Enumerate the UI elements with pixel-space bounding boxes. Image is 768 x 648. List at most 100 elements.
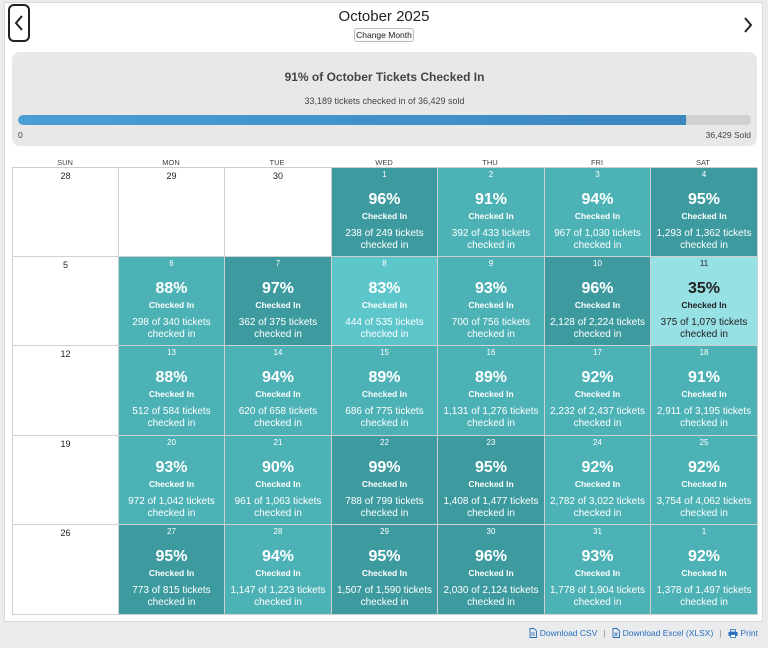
ticket-count: 444 of 535 tickets checked in (345, 317, 424, 340)
day-number: 31 (593, 527, 602, 536)
print-link[interactable]: Print (728, 628, 758, 638)
next-month-button[interactable] (740, 14, 756, 36)
weekday-header: SUN MON TUE WED THU FRI SAT (12, 158, 757, 168)
weekday-label: THU (482, 158, 498, 167)
day-cell[interactable]: 28 94% Checked In 1,147 of 1,223 tickets ch… (225, 525, 332, 615)
checked-in-label: Checked In (468, 479, 514, 489)
day-cell[interactable]: 6 88% Checked In 298 of 340 tickets checked… (119, 257, 225, 346)
checked-in-label: Checked In (148, 300, 195, 310)
day-number: 28 (60, 171, 71, 181)
weekday-label: MON (162, 158, 180, 167)
day-number: 23 (486, 438, 496, 447)
ticket-count: 1,293 of 1,362 tickets checked in (656, 228, 752, 251)
checkin-percentage: 95% (687, 191, 721, 208)
checkin-percentage: 83% (368, 280, 401, 297)
day-cell[interactable]: 4 95% Checked In 1,293 of 1,362 tickets che… (651, 168, 758, 257)
day-cell[interactable]: 30 96% Checked In 2,030 of 2,124 tickets ch… (438, 525, 545, 615)
day-cell[interactable]: 27 95% Checked In 773 of 815 tickets checke… (119, 525, 225, 615)
day-cell[interactable]: 13 88% Checked In 512 of 584 tickets checke… (119, 346, 225, 436)
day-number: 1 (701, 527, 707, 536)
ticket-count: 1,507 of 1,590 tickets checked in (336, 585, 433, 608)
checked-in-label: Checked In (574, 568, 621, 578)
day-cell[interactable]: 31 93% Checked In 1,778 of 1,904 tickets ch… (545, 525, 651, 615)
day-number: 7 (275, 259, 281, 268)
checkin-percentage: 99% (368, 459, 401, 476)
day-cell-empty: 26 (13, 525, 119, 615)
checked-in-label: Checked In (255, 389, 301, 399)
day-cell[interactable]: 20 93% Checked In 972 of 1,042 tickets chec… (119, 436, 225, 525)
ticket-count: 2,782 of 3,022 tickets checked in (549, 496, 646, 519)
day-number: 1 (382, 170, 387, 179)
checked-in-label: Checked In (468, 211, 514, 221)
checked-in-label: Checked In (574, 300, 621, 310)
day-cell[interactable]: 17 92% Checked In 2,232 of 2,437 tickets ch… (545, 346, 651, 436)
day-number: 14 (273, 348, 283, 357)
day-cell[interactable]: 8 83% Checked In 444 of 535 tickets checked… (332, 257, 438, 346)
day-cell[interactable]: 16 89% Checked In 1,131 of 1,276 tickets ch… (438, 346, 545, 436)
day-cell[interactable]: 1 96% Checked In 238 of 249 tickets checked… (332, 168, 438, 257)
day-cell[interactable]: 18 91% Checked In 2,911 of 3,195 tickets ch… (651, 346, 758, 436)
checkin-progress-bar (18, 115, 751, 125)
ticket-count: 1,408 of 1,477 tickets checked in (443, 496, 539, 519)
day-cell[interactable]: 29 95% Checked In 1,507 of 1,590 tickets ch… (332, 525, 438, 615)
day-cell[interactable]: 1 92% Checked In 1,378 of 1,497 tickets che… (651, 525, 758, 615)
checkin-percentage: 95% (474, 459, 508, 476)
checked-in-label: Checked In (468, 389, 514, 399)
checked-in-label: Checked In (255, 568, 301, 578)
checked-in-label: Checked In (468, 568, 514, 578)
day-cell[interactable]: 21 90% Checked In 961 of 1,063 tickets chec… (225, 436, 332, 525)
checked-in-label: Checked In (681, 479, 727, 489)
ticket-count: 392 of 433 tickets checked in (451, 228, 531, 251)
checked-in-label: Checked In (361, 300, 408, 310)
ticket-count: 967 of 1,030 tickets checked in (554, 228, 641, 251)
day-number: 2 (488, 170, 494, 179)
day-cell[interactable]: 2 91% Checked In 392 of 433 tickets checked… (438, 168, 545, 257)
day-cell[interactable]: 22 99% Checked In 788 of 799 tickets checke… (332, 436, 438, 525)
day-number: 12 (60, 349, 71, 359)
day-cell[interactable]: 9 93% Checked In 700 of 756 tickets checked… (438, 257, 545, 346)
day-cell[interactable]: 23 95% Checked In 1,408 of 1,477 tickets ch… (438, 436, 545, 525)
checkin-percentage: 88% (155, 369, 188, 386)
day-cell[interactable]: 15 89% Checked In 686 of 775 tickets checke… (332, 346, 438, 436)
day-cell[interactable]: 10 96% Checked In 2,128 of 2,224 tickets ch… (545, 257, 651, 346)
checked-in-label: Checked In (681, 211, 727, 221)
checkin-percentage: 96% (368, 191, 401, 208)
day-number: 9 (488, 259, 494, 268)
progress-max-label: 36,429 Sold (705, 130, 751, 140)
day-number: 30 (486, 527, 496, 536)
day-cell[interactable]: 24 92% Checked In 2,782 of 3,022 tickets ch… (545, 436, 651, 525)
ticket-count: 1,778 of 1,904 tickets checked in (549, 585, 646, 608)
ticket-count: 620 of 658 tickets checked in (238, 406, 318, 429)
day-cell[interactable]: 3 94% Checked In 967 of 1,030 tickets check… (545, 168, 651, 257)
summary-subtitle: 33,189 tickets checked in of 36,429 sold (304, 96, 465, 106)
checkin-percentage: 95% (368, 548, 401, 565)
ticket-count: 375 of 1,079 tickets checked in (660, 317, 748, 340)
previous-month-button[interactable] (8, 4, 30, 42)
day-cell[interactable]: 7 97% Checked In 362 of 375 tickets checked… (225, 257, 332, 346)
checkin-percentage: 92% (581, 459, 614, 476)
checkin-percentage: 94% (261, 369, 295, 386)
checkin-percentage: 91% (687, 369, 721, 386)
ticket-count: 1,131 of 1,276 tickets checked in (443, 406, 539, 429)
day-cell[interactable]: 11 35% Checked In 375 of 1,079 tickets chec… (651, 257, 758, 346)
download-csv-label: Download CSV (539, 628, 598, 638)
ticket-count: 1,378 of 1,497 tickets checked in (656, 585, 752, 608)
day-number: 11 (699, 259, 709, 268)
day-number: 27 (167, 527, 176, 536)
weekday-label: TUE (269, 158, 285, 167)
change-month-button[interactable]: Change Month (354, 28, 414, 42)
day-number: 20 (167, 438, 176, 447)
day-cell-empty: 5 (13, 257, 119, 346)
ticket-count: 362 of 375 tickets checked in (238, 317, 318, 340)
download-excel-link[interactable]: Download Excel (XLSX) (612, 628, 713, 638)
ticket-count: 298 of 340 tickets checked in (132, 317, 211, 340)
ticket-count: 2,232 of 2,437 tickets checked in (549, 406, 646, 429)
checkin-percentage: 96% (581, 280, 614, 297)
day-number: 25 (699, 438, 709, 447)
checkin-percentage: 93% (581, 548, 614, 565)
checked-in-label: Checked In (574, 389, 621, 399)
day-cell[interactable]: 25 92% Checked In 3,754 of 4,062 tickets ch… (651, 436, 758, 525)
day-cell[interactable]: 14 94% Checked In 620 of 658 tickets checke… (225, 346, 332, 436)
download-csv-link[interactable]: Download CSV (529, 628, 598, 638)
checkin-percentage: 35% (687, 280, 721, 297)
